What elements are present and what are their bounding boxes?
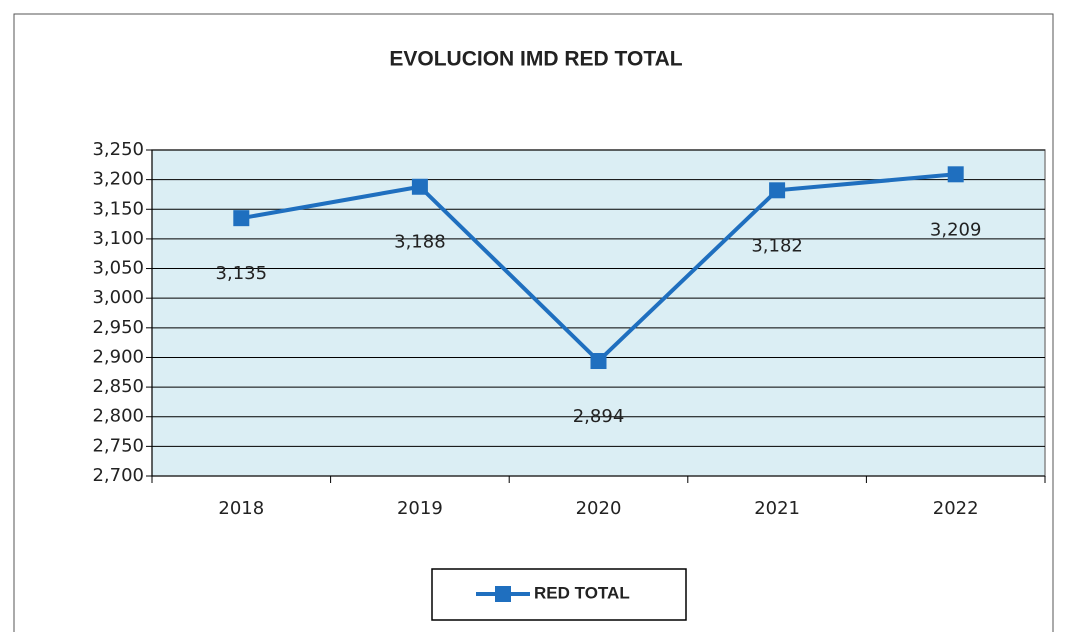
point-marker [411,178,428,195]
x-tick-label: 2019 [397,498,443,519]
point-marker [769,182,786,199]
y-tick-label: 2,700 [92,465,144,486]
x-tick-label: 2018 [218,498,264,519]
data-label: 3,188 [394,232,446,253]
y-tick-label: 2,850 [92,376,144,397]
x-tick-label: 2020 [576,498,622,519]
chart-title: EVOLUCION IMD RED TOTAL [389,48,682,71]
y-tick-label: 2,900 [92,346,144,367]
y-tick-label: 3,050 [92,258,144,279]
data-label: 3,182 [751,235,803,256]
point-marker [947,166,964,183]
x-tick-label: 2022 [933,498,979,519]
y-tick-label: 3,000 [92,287,144,308]
legend-marker [495,586,511,602]
y-tick-label: 3,100 [92,228,144,249]
plot-area [151,149,1046,477]
point-marker [590,353,607,370]
y-tick-label: 3,250 [92,139,144,160]
data-label: 3,209 [930,219,982,240]
y-tick-label: 2,750 [92,435,144,456]
legend-label: RED TOTAL [534,583,630,602]
data-label: 2,894 [573,406,625,427]
y-tick-label: 2,950 [92,317,144,338]
y-tick-label: 3,200 [92,169,144,190]
y-tick-label: 2,800 [92,406,144,427]
legend-box [431,568,687,621]
y-tick-label: 3,150 [92,198,144,219]
point-marker [233,210,250,227]
x-tick-label: 2021 [754,498,800,519]
data-label: 3,135 [216,263,268,284]
